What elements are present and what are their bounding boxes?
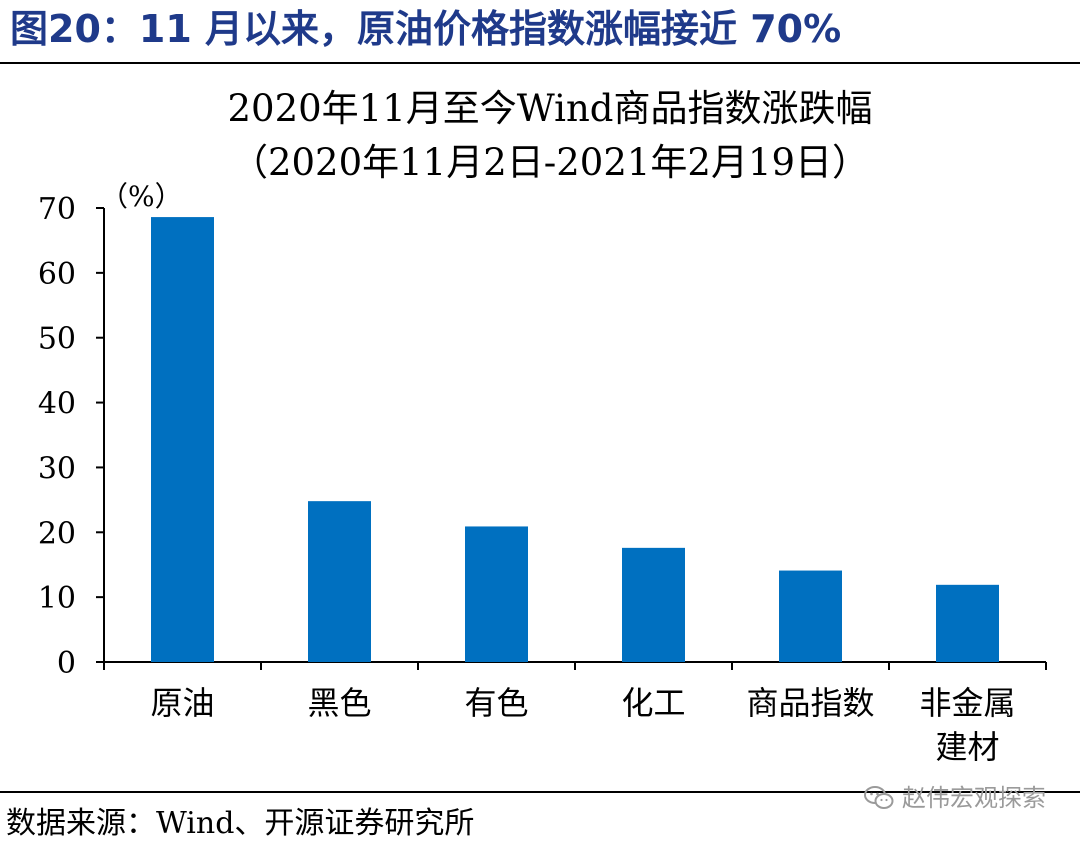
bottom-rule	[0, 791, 1080, 793]
top-rule	[0, 62, 1080, 64]
x-category-label: 商品指数	[746, 684, 874, 722]
bar	[465, 526, 528, 662]
figure-title: 图20：11 月以来，原油价格指数涨幅接近 70%	[10, 7, 842, 51]
bar	[779, 570, 842, 662]
chart-subtitle: （2020年11月2日-2021年2月19日）	[231, 141, 869, 184]
bar	[151, 217, 214, 662]
x-category-label: 建材	[935, 728, 999, 766]
x-category-label: 非金属	[919, 684, 1015, 722]
x-category-label: 有色	[464, 684, 528, 722]
y-tick-label: 30	[38, 451, 76, 486]
x-category-label: 原油	[150, 684, 214, 722]
y-tick-label: 20	[38, 516, 76, 551]
bar-chart: 2020年11月至今Wind商品指数涨跌幅 （2020年11月2日-2021年2…	[38, 87, 1047, 766]
watermark-text: 赵伟宏观探索	[902, 784, 1046, 812]
y-tick-label: 60	[38, 257, 76, 292]
y-axis-unit-label: （%）	[100, 180, 183, 213]
watermark: 赵伟宏观探索	[864, 780, 1046, 816]
y-tick-label: 40	[38, 387, 76, 422]
y-axis-ticks: 0 10 20 30 40 50 60 70	[38, 192, 104, 681]
bar	[622, 547, 685, 662]
y-tick-label: 0	[57, 646, 76, 681]
y-tick-label: 10	[38, 581, 76, 616]
bar	[308, 501, 371, 662]
bars	[151, 217, 999, 662]
x-category-label: 黑色	[307, 684, 371, 722]
chart-title: 2020年11月至今Wind商品指数涨跌幅	[228, 87, 873, 130]
bar	[936, 584, 999, 662]
x-category-label: 化工	[621, 684, 685, 722]
source-note: 数据来源：Wind、开源证券研究所	[6, 806, 475, 841]
x-axis-ticks	[103, 662, 1047, 670]
wechat-icon	[864, 786, 894, 809]
y-tick-label: 50	[38, 322, 76, 357]
y-tick-label: 70	[38, 192, 76, 227]
